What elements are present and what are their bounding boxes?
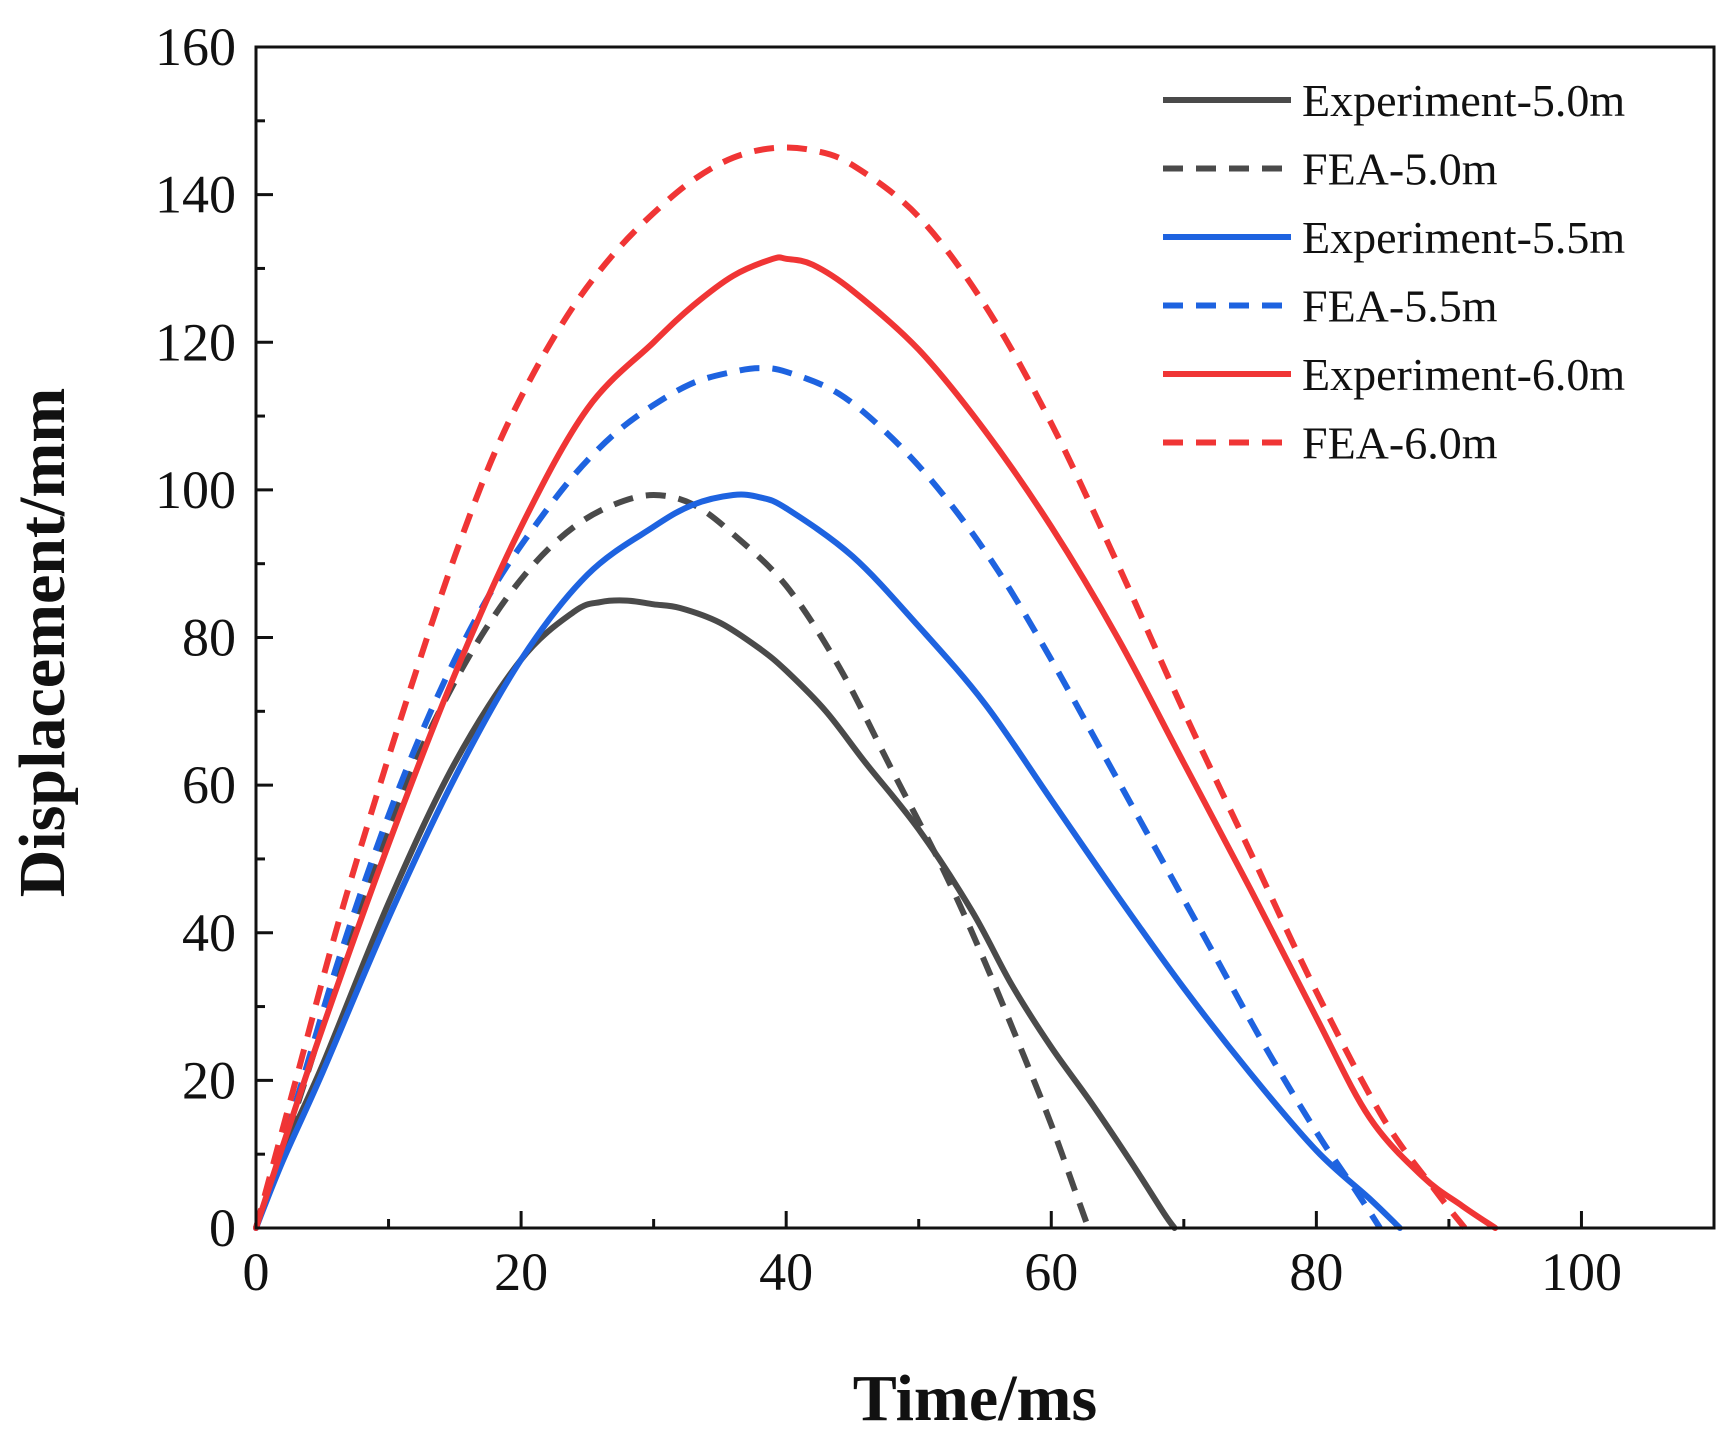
legend-label: Experiment-6.0m (1302, 349, 1625, 400)
legend-label: FEA-5.5m (1302, 281, 1498, 332)
x-tick-label: 20 (494, 1242, 548, 1302)
y-tick-label: 120 (155, 312, 236, 372)
series-line-fea-6-0m (253, 144, 1468, 1230)
y-tick-label: 20 (182, 1050, 236, 1110)
y-axis-title: Displacement/mm (6, 388, 79, 898)
legend-label: FEA-6.0m (1302, 418, 1498, 469)
y-tick-label: 40 (182, 903, 236, 963)
plot-frame (254, 45, 1716, 1230)
x-tick-label: 0 (243, 1242, 270, 1302)
legend-item: FEA-5.5m (1163, 281, 1498, 332)
y-tick-label: 140 (155, 165, 236, 225)
legend-item: FEA-5.0m (1163, 144, 1498, 195)
series-line-experiment-5-0m (253, 597, 1178, 1231)
series-line-experiment-5-5m (253, 491, 1403, 1231)
legend-item: Experiment-5.5m (1163, 212, 1625, 263)
x-axis-title: Time/ms (853, 1362, 1097, 1435)
legend-label: Experiment-5.0m (1302, 75, 1625, 126)
legend-label: FEA-5.0m (1302, 144, 1498, 195)
legend: Experiment-5.0m FEA-5.0m Experiment-5.5m FE… (1163, 75, 1625, 469)
series-line-fea-5-0m (253, 492, 1092, 1230)
y-tick-label: 0 (209, 1198, 236, 1258)
series-layer (253, 144, 1499, 1231)
x-tick-label: 80 (1289, 1242, 1343, 1302)
legend-item: Experiment-5.0m (1163, 75, 1625, 126)
y-tick-label: 60 (182, 755, 236, 815)
series-line-experiment-6-0m (253, 254, 1499, 1231)
legend-item: Experiment-6.0m (1163, 349, 1625, 400)
x-tick-label: 60 (1024, 1242, 1078, 1302)
series-line-fea-5-5m (253, 365, 1383, 1230)
legend-label: Experiment-5.5m (1302, 212, 1625, 263)
y-tick-label: 100 (155, 460, 236, 520)
tick-labels: 0 20 40 60 80 100 0 20 40 60 80 100 120 140 160 (155, 17, 1622, 1302)
x-tick-label: 100 (1541, 1242, 1622, 1302)
y-tick-label: 160 (155, 17, 236, 77)
legend-item: FEA-6.0m (1163, 418, 1498, 469)
x-tick-label: 40 (759, 1242, 813, 1302)
y-tick-label: 80 (182, 608, 236, 668)
